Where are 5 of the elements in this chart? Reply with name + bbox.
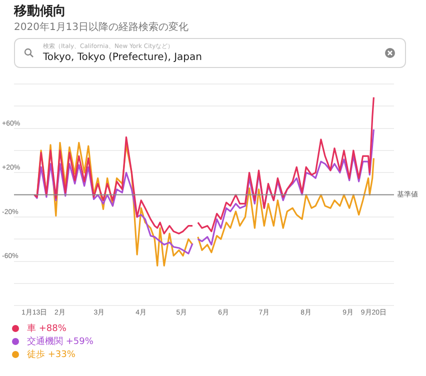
legend-label: 徒歩 +33%	[27, 348, 76, 361]
legend-label: 交通機関 +59%	[27, 336, 94, 348]
legend-label: 車 +88%	[27, 322, 66, 335]
chart-subtitle: 2020年1月13日以降の経路検索の変化	[14, 20, 189, 34]
chart-title: 移動傾向	[14, 3, 66, 20]
